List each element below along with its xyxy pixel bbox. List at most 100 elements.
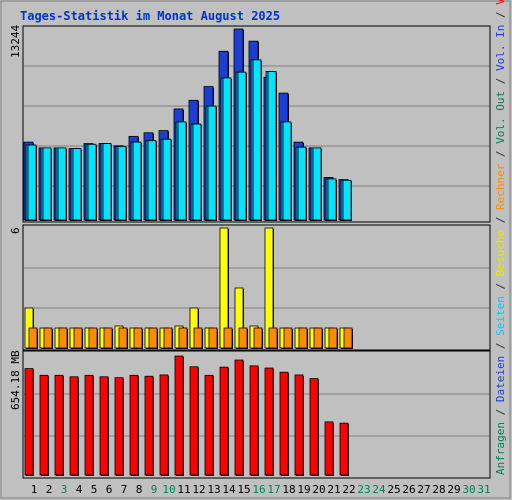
bar-volumen-day-12 bbox=[189, 366, 199, 476]
bar-volumen-day-13 bbox=[204, 374, 214, 476]
x-tick-label: 26 bbox=[402, 483, 415, 496]
bar-marks bbox=[23, 28, 353, 476]
legend-entry: Vol. Out bbox=[494, 91, 507, 144]
legend-entry: Rechner bbox=[494, 163, 507, 210]
bar-seiten-day-22 bbox=[342, 179, 352, 221]
bar-rechner-day-22 bbox=[343, 327, 353, 349]
bar-volumen-day-17 bbox=[264, 367, 274, 476]
bar-volumen-day-6 bbox=[99, 376, 109, 476]
x-tick-label: 20 bbox=[312, 483, 325, 496]
x-tick-label: 29 bbox=[447, 483, 460, 496]
bar-rechner-day-7 bbox=[118, 327, 128, 349]
bar-rechner-day-1 bbox=[28, 327, 38, 349]
bar-volumen-day-10 bbox=[159, 374, 169, 476]
bar-seiten-day-15 bbox=[237, 71, 247, 221]
x-tick-label: 21 bbox=[327, 483, 340, 496]
legend-entry: / bbox=[494, 276, 507, 296]
bar-seiten-day-16 bbox=[252, 59, 262, 221]
legend-entry: / bbox=[494, 144, 507, 164]
bar-rechner-day-4 bbox=[73, 327, 83, 349]
hits-ymax-label: 13244 bbox=[9, 25, 22, 58]
bar-seiten-day-18 bbox=[282, 121, 292, 221]
x-tick-label: 6 bbox=[106, 483, 113, 496]
bar-rechner-day-10 bbox=[163, 327, 173, 349]
bar-rechner-day-6 bbox=[103, 327, 113, 349]
bar-seiten-day-19 bbox=[297, 146, 307, 221]
bar-volumen-day-8 bbox=[129, 374, 139, 476]
bar-volumen-day-3 bbox=[54, 374, 64, 476]
bar-volumen-day-1 bbox=[24, 368, 34, 476]
x-tick-label: 11 bbox=[177, 483, 190, 496]
bar-rechner-day-9 bbox=[148, 327, 158, 349]
legend-entry: Dateien bbox=[494, 356, 507, 402]
x-tick-label: 8 bbox=[136, 483, 143, 496]
legend-entry: Seiten bbox=[494, 296, 507, 336]
bar-volumen-day-15 bbox=[234, 359, 244, 476]
bar-seiten-day-13 bbox=[207, 105, 217, 221]
bar-seiten-day-1 bbox=[27, 144, 37, 221]
bar-rechner-day-17 bbox=[268, 327, 278, 349]
legend-entry: / bbox=[494, 210, 507, 230]
bar-seiten-day-2 bbox=[42, 147, 52, 221]
bar-volumen-day-18 bbox=[279, 371, 289, 476]
right-legend: Anfragen / Dateien / Seiten / Besuche / … bbox=[494, 0, 507, 475]
bar-seiten-day-9 bbox=[147, 140, 157, 221]
x-tick-label: 14 bbox=[222, 483, 236, 496]
x-tick-label: 23 bbox=[357, 483, 370, 496]
x-tick-label: 2 bbox=[46, 483, 53, 496]
bar-rechner-day-19 bbox=[298, 327, 308, 349]
volume-ymax-label: 654.18 MB bbox=[9, 350, 22, 410]
bar-rechner-day-14 bbox=[223, 327, 233, 349]
x-tick-label: 16 bbox=[252, 483, 265, 496]
bar-rechner-day-5 bbox=[88, 327, 98, 349]
x-tick-label: 31 bbox=[477, 483, 490, 496]
x-tick-label: 25 bbox=[387, 483, 400, 496]
bar-rechner-day-2 bbox=[43, 327, 53, 349]
visits-ymax-label: 6 bbox=[9, 227, 22, 234]
x-tick-label: 30 bbox=[462, 483, 475, 496]
bar-rechner-day-21 bbox=[328, 327, 338, 349]
bar-volumen-day-16 bbox=[249, 365, 259, 476]
x-tick-label: 27 bbox=[417, 483, 430, 496]
bar-seiten-day-14 bbox=[222, 77, 232, 221]
x-tick-label: 7 bbox=[121, 483, 128, 496]
bar-rechner-day-13 bbox=[208, 327, 218, 349]
bar-seiten-day-5 bbox=[87, 143, 97, 221]
x-tick-label: 18 bbox=[282, 483, 295, 496]
legend-entry: Vol. In bbox=[494, 25, 507, 71]
bar-seiten-day-11 bbox=[177, 121, 187, 221]
bar-seiten-day-10 bbox=[162, 138, 172, 221]
bar-volumen-day-5 bbox=[84, 374, 94, 476]
legend-entry: / bbox=[494, 71, 507, 91]
x-tick-label: 1 bbox=[31, 483, 38, 496]
bar-volumen-day-22 bbox=[339, 422, 349, 476]
bar-rechner-day-8 bbox=[133, 327, 143, 349]
x-tick-label: 19 bbox=[297, 483, 310, 496]
bar-volumen-day-2 bbox=[39, 374, 49, 476]
x-tick-label: 24 bbox=[372, 483, 386, 496]
bar-volumen-day-21 bbox=[324, 421, 334, 476]
x-tick-label: 13 bbox=[207, 483, 220, 496]
bar-volumen-day-9 bbox=[144, 375, 154, 476]
bar-rechner-day-16 bbox=[253, 327, 263, 349]
legend-entry: / bbox=[494, 336, 507, 356]
bar-seiten-day-21 bbox=[327, 178, 337, 221]
x-tick-label: 15 bbox=[237, 483, 250, 496]
bar-rechner-day-3 bbox=[58, 327, 68, 349]
bar-rechner-day-12 bbox=[193, 327, 203, 349]
bar-seiten-day-3 bbox=[57, 147, 67, 221]
bar-seiten-day-17 bbox=[267, 71, 277, 221]
bar-volumen-day-20 bbox=[309, 378, 319, 476]
bar-volumen-day-4 bbox=[69, 376, 79, 476]
x-tick-labels: 1 2 3 4 5 6 7 8 9 10 11 12 13 14 15 16 17 18 19 20 21 22 23 24 2… bbox=[31, 483, 491, 496]
bar-volumen-day-7 bbox=[114, 377, 124, 476]
x-tick-label: 12 bbox=[192, 483, 205, 496]
legend-entry: / bbox=[494, 5, 507, 25]
bar-seiten-day-6 bbox=[102, 143, 112, 221]
bar-rechner-day-15 bbox=[238, 327, 248, 349]
legend-entry: / bbox=[494, 402, 507, 422]
bar-volumen-day-11 bbox=[174, 355, 184, 476]
bar-seiten-day-12 bbox=[192, 123, 202, 221]
